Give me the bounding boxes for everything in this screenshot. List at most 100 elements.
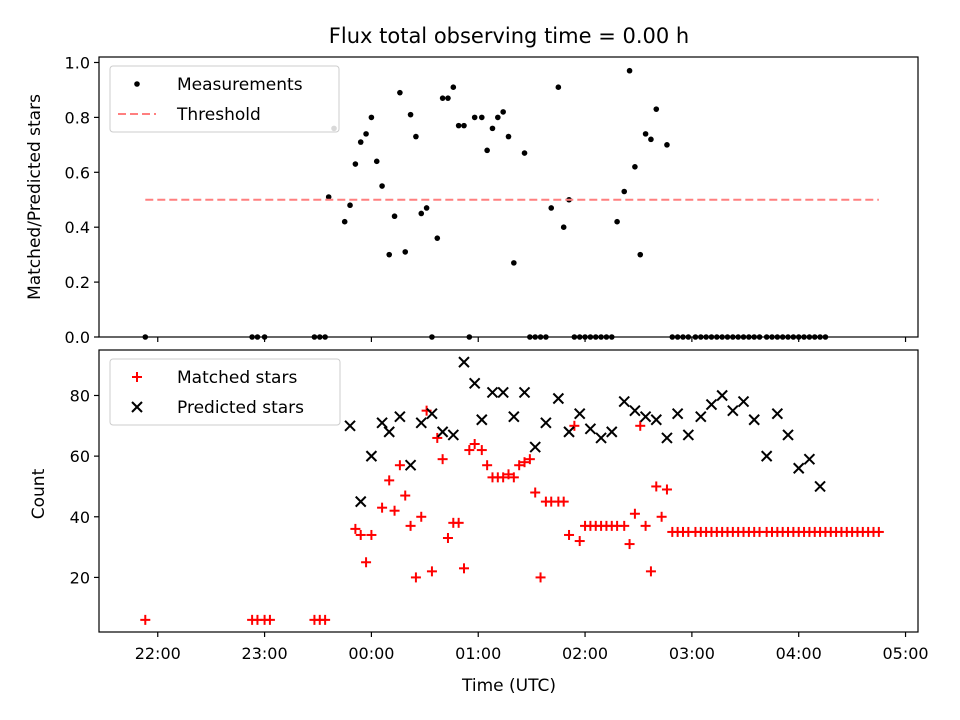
plot-frame	[98, 56, 919, 338]
predicted-point	[508, 411, 520, 423]
measurement-point	[637, 251, 644, 258]
y-tick-label: 0.4	[65, 218, 90, 237]
legend-label: Matched stars	[177, 368, 297, 388]
matched-point	[264, 614, 275, 625]
matched-point	[569, 420, 580, 431]
predicted-point	[563, 426, 575, 438]
y-tick-label: 20	[70, 568, 90, 587]
matched-point	[624, 539, 635, 550]
predicted-point	[394, 411, 406, 423]
y-tick-label: 1.0	[65, 53, 90, 72]
matched-point	[366, 529, 377, 540]
measurement-point	[560, 224, 567, 230]
matched-point	[400, 490, 411, 501]
measurement-point	[450, 84, 457, 90]
predicted-point	[595, 432, 607, 444]
matched-point	[519, 457, 530, 468]
predicted-point	[476, 414, 488, 426]
matched-point	[640, 520, 651, 531]
matched-point	[432, 432, 443, 443]
matched-point	[535, 572, 546, 583]
measurement-point	[407, 111, 414, 118]
measurement-point	[391, 213, 398, 220]
legend-box	[109, 358, 341, 426]
predicted-point	[540, 417, 552, 429]
matched-point	[442, 533, 453, 543]
matched-point	[635, 420, 646, 431]
matched-point	[619, 520, 630, 531]
measurement-point	[478, 114, 485, 121]
predicted-point	[436, 426, 449, 438]
matched-point	[320, 614, 331, 625]
predicted-point	[426, 407, 438, 420]
measurement-point	[484, 147, 490, 154]
predicted-point	[415, 417, 427, 429]
measurement-point	[386, 251, 393, 258]
measurement-point	[352, 161, 359, 167]
predicted-point	[737, 395, 750, 408]
matched-point	[482, 460, 493, 471]
measurement-point	[397, 89, 403, 96]
measurement-point	[521, 150, 528, 156]
chart-title: Flux total observing time = 0.00 h	[329, 24, 689, 48]
x-tick-label: 22:00	[135, 644, 181, 663]
predicted-point	[344, 420, 356, 432]
measurement-point	[555, 84, 562, 90]
y-tick-label: 60	[70, 447, 90, 466]
y-tick-label: 0.0	[65, 328, 90, 347]
measurement-point	[439, 95, 446, 101]
predicted-point	[552, 392, 565, 405]
measurement-point	[489, 125, 496, 132]
predicted-point	[650, 414, 662, 426]
matched-point	[508, 472, 519, 483]
predicted-point	[760, 450, 773, 462]
measurement-point	[379, 183, 385, 189]
y-tick-label: 0.6	[65, 163, 90, 182]
matched-point	[355, 529, 366, 540]
matched-point	[524, 454, 535, 465]
matched-point	[384, 475, 395, 486]
series-matched-stars	[140, 405, 884, 625]
matched-point	[350, 523, 361, 534]
predicted-point	[782, 429, 794, 441]
legend-marker-predicted	[131, 401, 143, 413]
measurement-point	[626, 67, 633, 74]
legend-marker-matched	[132, 372, 142, 382]
legend-label: Predicted stars	[177, 398, 304, 418]
measurement-point	[357, 139, 364, 145]
matched-point	[426, 566, 437, 577]
y-tick-label: 80	[70, 386, 90, 405]
predicted-point	[518, 386, 531, 399]
x-tick-label: 03:00	[669, 644, 715, 663]
matched-point	[410, 572, 421, 583]
measurement-point	[511, 260, 517, 266]
predicted-point	[376, 417, 388, 429]
matched-point	[574, 536, 585, 547]
measurement-point	[413, 133, 419, 140]
predicted-point	[584, 423, 597, 435]
matched-point	[437, 454, 448, 465]
measurements-panel: 0.0 0.2 0.4 0.6 0.8 1.0 Measurements Threshold	[65, 53, 919, 347]
predicted-point	[661, 432, 673, 444]
matched-point	[361, 557, 372, 568]
measurement-point	[642, 131, 649, 137]
x-axis-label: Time (UTC)	[461, 676, 556, 696]
legend-box	[109, 65, 340, 133]
y-tick-label: 40	[70, 508, 90, 527]
predicted-point	[529, 441, 541, 453]
matched-point	[498, 472, 509, 483]
measurement-point	[445, 95, 451, 101]
matched-point	[377, 502, 388, 513]
measurement-point	[455, 122, 462, 129]
predicted-point	[606, 426, 618, 438]
series-predicted-stars	[344, 356, 826, 508]
x-tick-label: 02:00	[562, 644, 608, 663]
measurement-point	[347, 202, 353, 209]
matched-point	[629, 508, 640, 519]
predicted-point	[365, 450, 378, 462]
measurement-point	[373, 158, 380, 165]
matched-point	[661, 484, 672, 495]
measurement-point	[664, 142, 670, 148]
y-axis-label-bottom: Count	[29, 468, 49, 519]
